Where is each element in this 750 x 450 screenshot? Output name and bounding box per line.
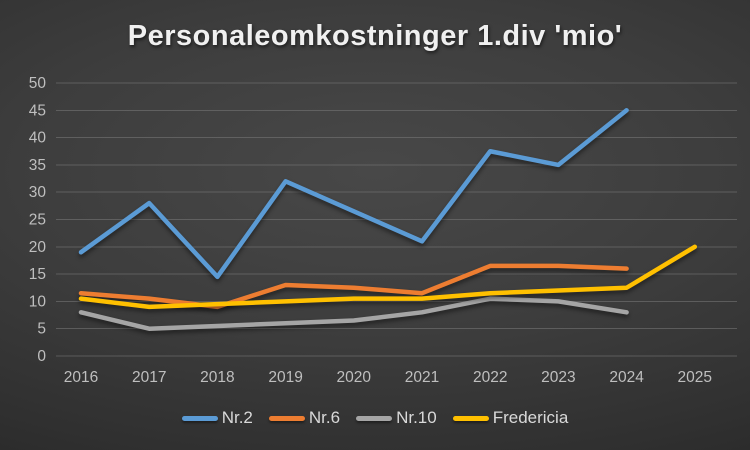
x-axis-tick-label: 2024 xyxy=(609,369,644,386)
x-axis-tick-label: 2021 xyxy=(405,369,439,386)
legend-item-nr6: Nr.6 xyxy=(268,408,341,428)
y-axis-tick-label: 50 xyxy=(29,75,47,92)
legend-item-nr2: Nr.2 xyxy=(181,408,253,428)
legend-swatch-fredericia xyxy=(452,415,489,421)
y-axis-tick-label: 20 xyxy=(29,239,47,256)
series-line-nr10 xyxy=(78,296,629,331)
x-axis-tick-label: 2025 xyxy=(678,369,712,386)
legend-swatch-nr6 xyxy=(268,415,305,421)
series-line-fredericia xyxy=(78,244,698,310)
legend-swatch-nr10 xyxy=(356,415,393,421)
y-axis-tick-label: 25 xyxy=(29,212,46,229)
legend-label-nr6: Nr.6 xyxy=(308,408,341,427)
legend-swatch-nr2 xyxy=(181,415,218,421)
y-axis-tick-label: 45 xyxy=(29,102,46,119)
series-line-nr6 xyxy=(78,263,629,310)
y-axis-tick-label: 10 xyxy=(29,293,47,310)
x-axis-tick-label: 2016 xyxy=(64,369,98,386)
x-axis-tick-label: 2022 xyxy=(473,369,507,386)
legend-label-nr2: Nr.2 xyxy=(221,408,253,427)
x-axis-tick-label: 2017 xyxy=(132,369,166,386)
x-axis-tick-label: 2019 xyxy=(268,369,302,386)
legend-item-nr10: Nr.10 xyxy=(356,408,437,428)
y-axis-tick-label: 35 xyxy=(29,157,46,174)
y-axis-tick-label: 5 xyxy=(37,321,46,338)
chart-title: Personaleomkostninger 1.div 'mio' xyxy=(127,20,623,52)
y-axis-tick-label: 40 xyxy=(29,130,47,147)
legend-label-nr10: Nr.10 xyxy=(396,408,437,427)
series-line-nr2 xyxy=(78,108,629,280)
x-axis-tick-label: 2018 xyxy=(200,369,234,386)
y-axis-tick-label: 30 xyxy=(29,184,47,201)
legend-label-fredericia: Fredericia xyxy=(492,408,569,427)
legend-item-fredericia: Fredericia xyxy=(452,408,569,428)
x-axis-tick-label: 2023 xyxy=(541,369,575,386)
chart-legend: Nr.2 Nr.6 Nr.10 Fredericia xyxy=(0,408,750,428)
x-axis-tick-label: 2020 xyxy=(337,369,372,386)
y-axis-tick-label: 0 xyxy=(37,348,46,365)
y-axis-tick-label: 15 xyxy=(29,266,46,283)
